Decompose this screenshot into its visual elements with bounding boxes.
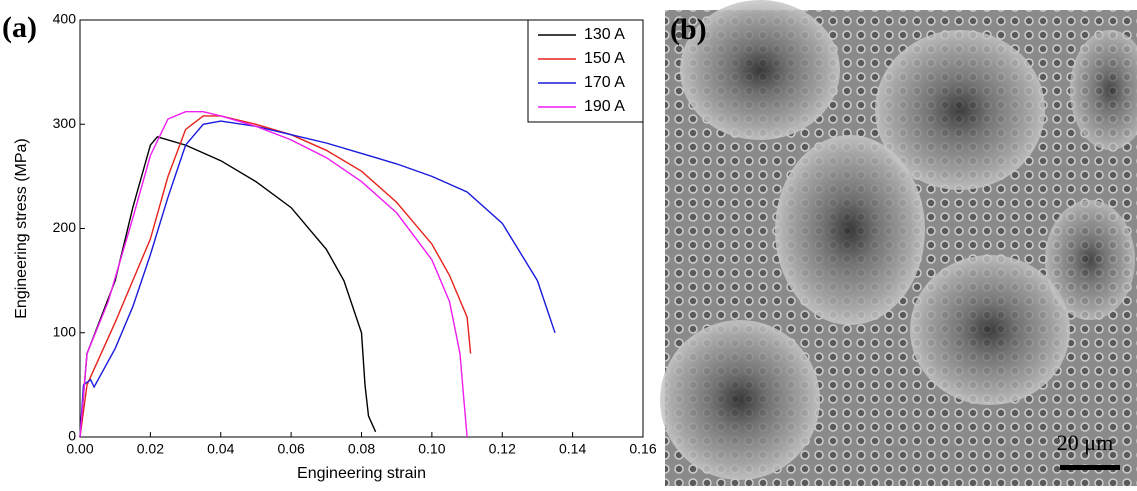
y-tick-label: 200 [53,219,77,235]
sem-crater [1070,30,1137,150]
y-tick-label: 300 [53,115,77,131]
sem-crater [775,135,925,325]
x-tick-label: 0.10 [418,441,445,457]
y-axis-label: Engineering stress (MPa) [13,138,30,319]
sem-crater [875,30,1045,190]
x-tick-label: 0.08 [348,441,375,457]
sem-crater [660,320,820,480]
x-tick-label: 0.02 [137,441,164,457]
series-line [79,111,468,438]
legend-label: 170 A [584,74,625,91]
x-tick-label: 0.14 [559,441,586,457]
x-tick-label: 0.16 [629,441,656,457]
series-line [79,135,377,438]
legend-label: 150 A [584,50,625,67]
y-tick-label: 0 [68,428,76,444]
x-tick-label: 0.04 [207,441,234,457]
series-line [79,120,556,438]
scale-bar-label: 20 μm [1057,430,1113,455]
y-tick-label: 400 [53,11,77,27]
panel-label: (a) [2,11,37,44]
legend-label: 130 A [584,26,625,43]
panel-label: (b) [670,13,707,46]
sem-image: (b) 20 μm [660,0,1137,486]
legend-box [527,19,644,123]
x-tick-label: 0.06 [278,441,305,457]
x-tick-label: 0.00 [66,441,93,457]
scale-bar [1060,465,1120,470]
x-tick-label: 0.12 [489,441,516,457]
sem-crater [910,255,1070,405]
legend-label: 190 A [584,98,625,115]
sem-crater [680,0,840,140]
x-axis-label: Engineering strain [297,465,426,482]
series-line [79,115,472,438]
y-tick-label: 100 [53,323,77,339]
sem-crater [1045,200,1135,320]
